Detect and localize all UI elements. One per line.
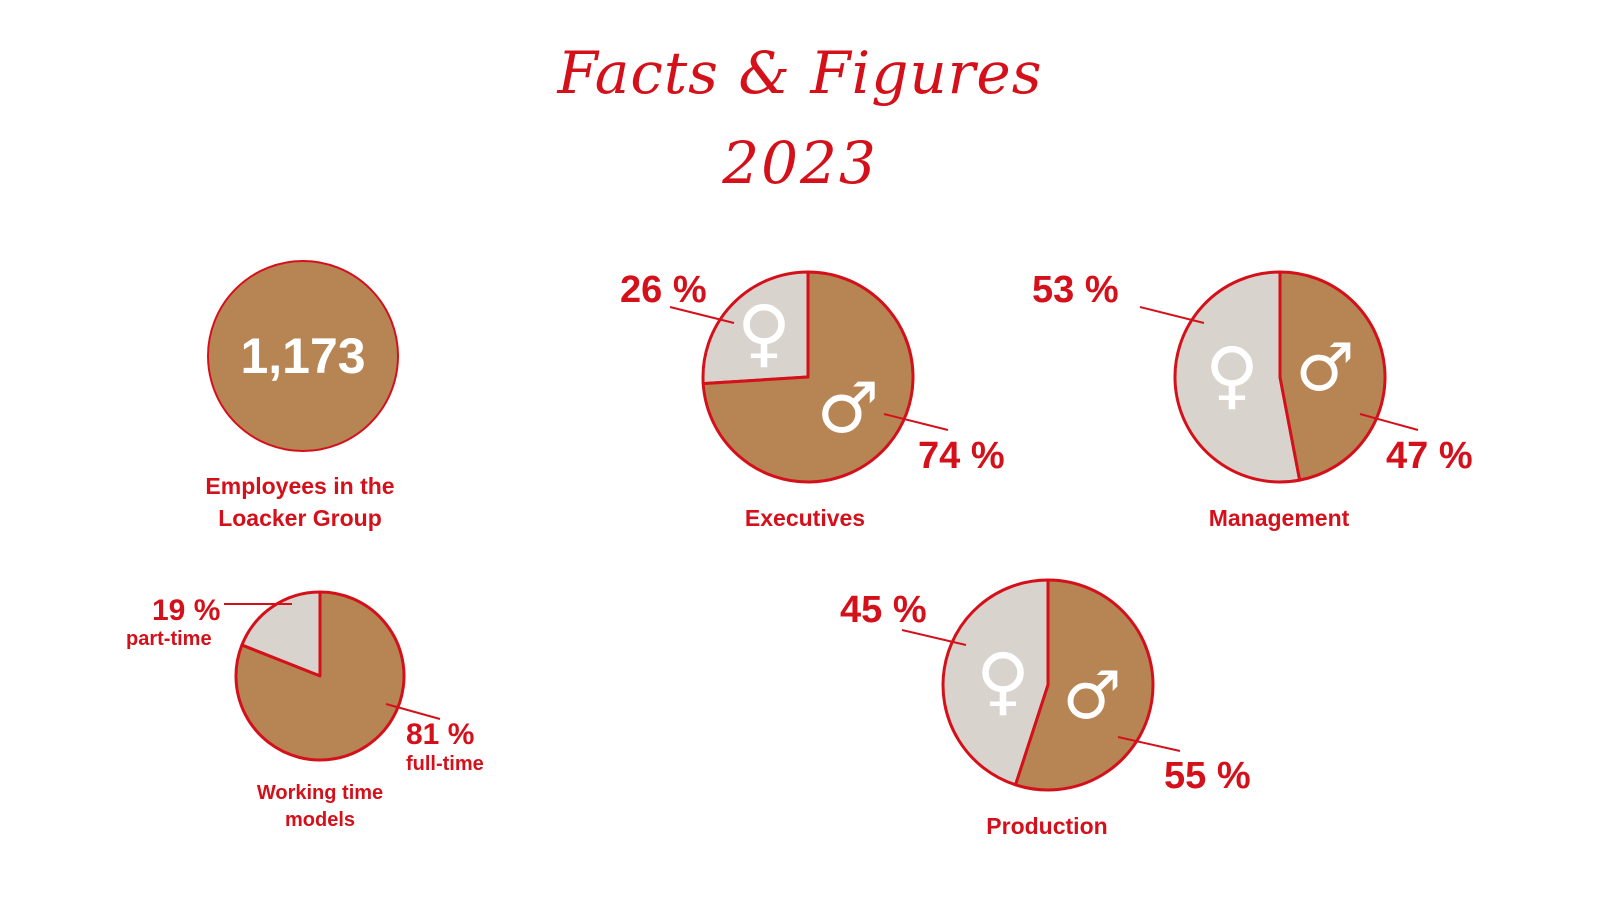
executives-male-pct: 74 % — [918, 435, 1005, 477]
title-block: Facts & Figures 2023 — [0, 28, 1600, 208]
part-time-label: part-time — [126, 628, 212, 650]
management-caption: Management — [1209, 505, 1350, 531]
female-symbol-icon: ♀ — [1205, 332, 1259, 418]
male-slice — [701, 270, 915, 484]
executives-pie: ♀ ♂ 26 % 74 % Executives — [620, 269, 1005, 531]
executives-caption: Executives — [745, 505, 865, 531]
male-symbol-icon: ♂ — [1295, 329, 1354, 406]
employees-block: 1,173 Employees in the Loacker Group — [205, 260, 399, 531]
working-time-caption-line1: Working time — [257, 782, 383, 804]
full-time-pct: 81 % — [406, 718, 474, 751]
female-slice — [701, 270, 810, 386]
full-time-slice — [234, 590, 406, 762]
production-male-pct: 55 % — [1164, 755, 1251, 797]
page-year: 2023 — [722, 129, 878, 197]
leader-line-female — [1139, 306, 1205, 324]
part-time-pct: 19 % — [152, 594, 220, 627]
leader-line-female — [901, 629, 967, 646]
working-time-caption-line2: models — [285, 809, 355, 831]
male-slice — [1278, 270, 1387, 482]
employees-circle — [207, 260, 399, 452]
female-symbol-icon: ♀ — [976, 638, 1030, 724]
part-time-slice — [240, 590, 322, 678]
employees-caption-line2: Loacker Group — [218, 505, 382, 531]
leader-line-male — [1117, 736, 1181, 752]
management-pie: ♀ ♂ 53 % 47 % Management — [1032, 269, 1473, 531]
management-female-pct: 53 % — [1032, 269, 1119, 311]
production-female-pct: 45 % — [840, 589, 927, 631]
employees-count: 1,173 — [240, 328, 365, 384]
management-male-pct: 47 % — [1386, 435, 1473, 477]
female-slice — [1173, 270, 1302, 484]
employees-caption-line1: Employees in the — [205, 473, 394, 499]
page-title: Facts & Figures — [557, 39, 1043, 107]
male-symbol-icon: ♂ — [817, 367, 880, 449]
working-time-pie: 19 % part-time 81 % full-time Working ti… — [126, 590, 484, 831]
leader-line-male — [1359, 413, 1419, 431]
leader-line-full-time — [385, 703, 441, 720]
production-caption: Production — [986, 813, 1107, 839]
male-symbol-icon: ♂ — [1062, 657, 1121, 734]
executives-female-pct: 26 % — [620, 269, 707, 311]
female-slice — [941, 578, 1050, 787]
female-symbol-icon: ♀ — [737, 290, 791, 376]
full-time-label: full-time — [406, 753, 484, 775]
leader-line-female — [669, 306, 735, 324]
production-pie: ♀ ♂ 45 % 55 % Production — [840, 578, 1251, 839]
leader-line-male — [883, 413, 949, 431]
